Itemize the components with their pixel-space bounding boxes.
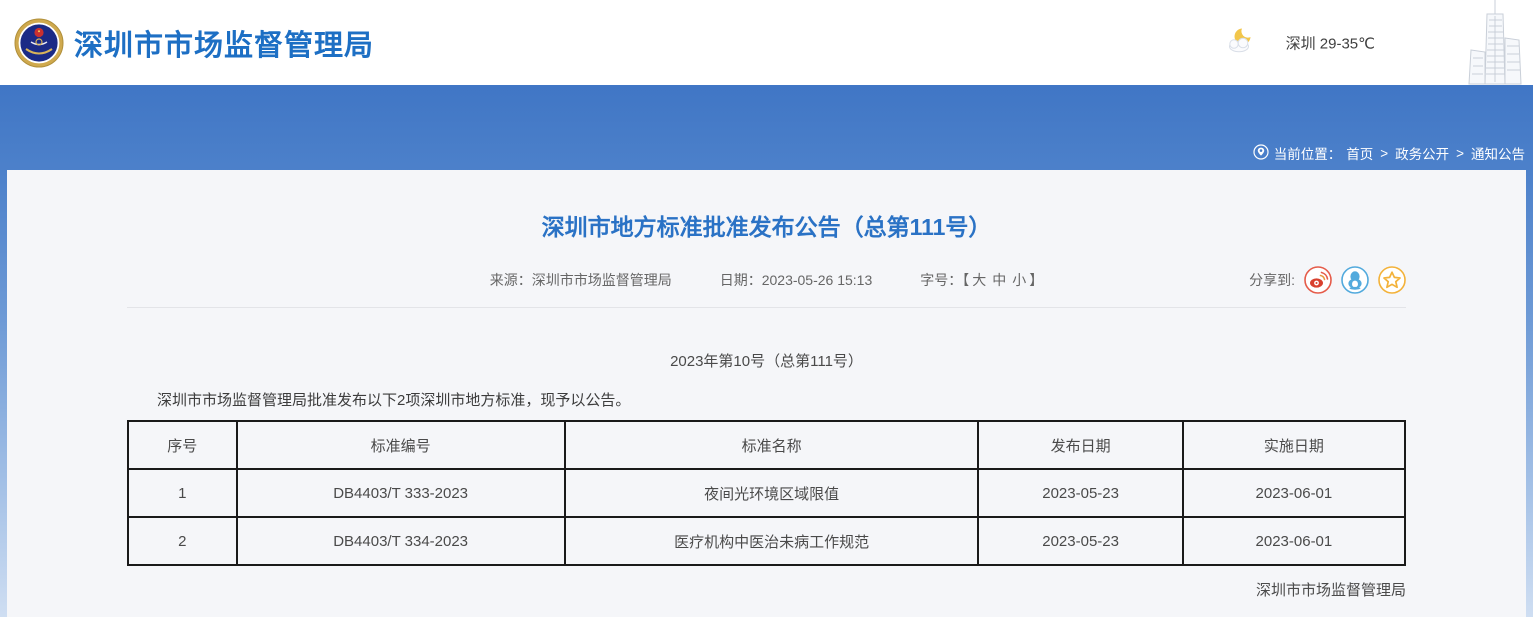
cell-publish-date: 2023-05-23 [977,468,1184,518]
signature-agency: 深圳市市场监督管理局 [1255,582,1406,599]
issue-number: 2023年第10号（总第111号） [670,353,863,370]
agency-badge-icon [14,18,64,68]
meta-source-label: 来源： [489,272,532,288]
fontsize-small-button[interactable]: 小 [1012,272,1027,288]
cell-standard-name: 医疗机构中医治未病工作规范 [563,516,980,566]
share-bar: 分享到: [1249,266,1406,294]
page-background: 当前位置： 首页 > 政务公开 > 通知公告 深圳市地方标准批准发布公告（总第1… [0,85,1533,617]
meta-fontsize: 字号：【大中小】 [920,270,1043,290]
fontsize-large-button[interactable]: 大 [972,272,987,288]
cell-implement-date: 2023-06-01 [1181,516,1407,566]
header-seq: 序号 [127,420,238,470]
fontsize-bracket-open: 【 [962,272,970,288]
article-title: 深圳市地方标准批准发布公告（总第111号） [541,214,992,240]
skyline-sketch-image [1449,0,1529,85]
header-name: 标准名称 [563,420,980,470]
meta-date-label: 日期： [719,272,762,288]
header-implement-date: 实施日期 [1181,420,1407,470]
site-header: 深圳市市场监督管理局 深圳 29-35℃ [0,0,1533,85]
breadcrumb-gov-info-link[interactable]: 政务公开 [1395,147,1450,162]
breadcrumb-label: 当前位置： [1273,147,1342,162]
cell-standard-name-highlighted[interactable]: 夜间光环境区域限值 [563,468,980,518]
cell-seq: 1 [127,468,238,518]
weather-text: 深圳 29-35℃ [1285,35,1375,52]
article-meta-row: 来源：深圳市市场监督管理局 日期：2023-05-26 15:13 字号：【大中… [127,266,1406,294]
qzone-share-icon[interactable] [1378,266,1406,294]
cell-seq: 2 [127,516,238,566]
table-header-row: 序号 标准编号 标准名称 发布日期 实施日期 [127,420,1407,470]
meta-date: 日期：2023-05-26 15:13 [720,270,873,290]
share-label: 分享到: [1249,272,1295,288]
table-row: 2 DB4403/T 334-2023 医疗机构中医治未病工作规范 2023-0… [127,516,1407,566]
blue-banner: 当前位置： 首页 > 政务公开 > 通知公告 [0,85,1533,170]
article-meta: 来源：深圳市市场监督管理局 日期：2023-05-26 15:13 字号：【大中… [127,266,1406,294]
cell-publish-date: 2023-05-23 [977,516,1184,566]
fontsize-bracket-close: 】 [1029,272,1044,288]
cell-implement-date: 2023-06-01 [1181,468,1407,518]
weibo-share-icon[interactable] [1304,266,1332,294]
standards-table: 序号 标准编号 标准名称 发布日期 实施日期 1 DB4403/T 333-20… [127,420,1407,566]
weather-widget: 深圳 29-35℃ [1226,26,1375,59]
meta-date-value: 2023-05-26 15:13 [761,272,873,288]
article-card: 深圳市地方标准批准发布公告（总第111号） 来源：深圳市市场监督管理局 日期：2… [7,170,1526,617]
header-code: 标准编号 [235,420,566,470]
header-publish-date: 发布日期 [977,420,1184,470]
meta-source: 来源：深圳市市场监督管理局 [490,270,672,290]
breadcrumb-notices-link[interactable]: 通知公告 [1471,147,1525,162]
table-row: 1 DB4403/T 333-2023 夜间光环境区域限值 2023-05-23… [127,468,1407,518]
cell-code: DB4403/T 333-2023 [235,468,566,518]
fontsize-medium-button[interactable]: 中 [992,272,1007,288]
meta-source-value: 深圳市市场监督管理局 [531,272,672,288]
meta-divider [127,307,1406,308]
article-intro: 深圳市市场监督管理局批准发布以下2项深圳市地方标准，现予以公告。 [157,392,631,409]
breadcrumb-separator: > [1456,145,1464,161]
breadcrumb-home-link[interactable]: 首页 [1346,147,1374,162]
agency-name: 深圳市市场监督管理局 [74,29,375,62]
meta-fontsize-label: 字号： [920,272,963,288]
breadcrumb-separator: > [1380,145,1389,161]
qq-share-icon[interactable] [1341,266,1369,294]
weather-moon-cloud-icon [1226,26,1258,59]
cell-code: DB4403/T 334-2023 [235,516,566,566]
location-pin-icon [1253,143,1269,163]
breadcrumb: 当前位置： 首页 > 政务公开 > 通知公告 [1253,143,1525,163]
